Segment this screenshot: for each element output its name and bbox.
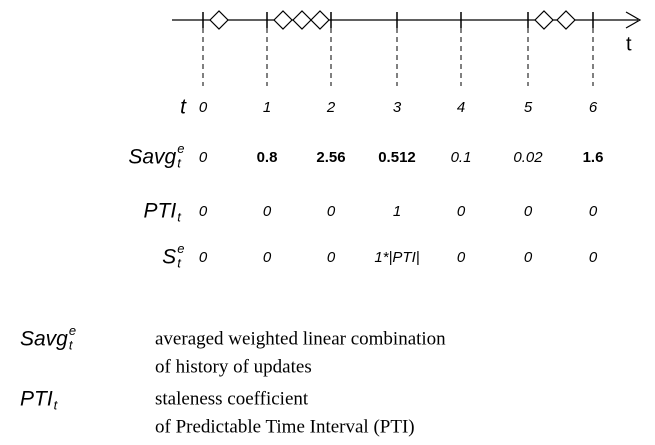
- table-cell: 1*|PTI|: [374, 249, 419, 266]
- table-cell: 0: [524, 203, 533, 220]
- table-cell: 1: [263, 99, 271, 116]
- table-cell: 0: [199, 99, 208, 116]
- label-sup: e: [177, 141, 184, 156]
- table-cell: 0: [524, 249, 533, 266]
- legend-description: of history of updates: [155, 356, 312, 377]
- label-sup: e: [69, 323, 76, 338]
- table-cell: 2: [326, 99, 336, 116]
- label-base: Savg: [20, 328, 68, 351]
- table-cell: 1: [393, 203, 401, 220]
- table-cell: 6: [589, 99, 598, 116]
- label-sup: e: [177, 241, 184, 256]
- table-cell: 0: [199, 203, 208, 220]
- legend-description: staleness coefficient: [155, 388, 309, 409]
- table-cell: 0: [327, 249, 336, 266]
- table-cell: 2.56: [316, 149, 345, 166]
- update-diamond: [292, 10, 312, 30]
- table-cell: 0: [327, 203, 336, 220]
- table-cell: 0.1: [451, 149, 472, 166]
- label-base: Savg: [128, 146, 176, 169]
- table-cell: 3: [393, 99, 402, 116]
- table-cell: 5: [524, 99, 533, 116]
- table-cell: 0: [199, 149, 208, 166]
- table-cell: 0: [457, 203, 466, 220]
- table-cell: 1.6: [583, 149, 604, 166]
- table-cell: 0: [263, 203, 272, 220]
- table-cell: 0: [263, 249, 272, 266]
- table-cell: 0.8: [257, 149, 278, 166]
- label-sub: t: [177, 210, 182, 225]
- label-sub: t: [69, 338, 74, 353]
- timeline-axis-label: t: [626, 33, 632, 55]
- label-sub: t: [177, 156, 182, 171]
- update-diamond: [556, 10, 576, 30]
- table-cell: 4: [457, 99, 465, 116]
- timeline-arrow: [625, 11, 642, 29]
- label-base: t: [180, 96, 187, 119]
- label-sub: t: [177, 256, 182, 271]
- update-diamond: [273, 10, 293, 30]
- update-diamond: [534, 10, 554, 30]
- table-cell: 0: [589, 249, 598, 266]
- legend-description: averaged weighted linear combination: [155, 328, 446, 349]
- update-diamond: [209, 10, 229, 30]
- legend-description: of Predictable Time Interval (PTI): [155, 416, 415, 437]
- label-sub: t: [54, 398, 59, 413]
- table-cell: 0.512: [378, 149, 416, 166]
- table-cell: 0: [199, 249, 208, 266]
- table-cell: 0.02: [513, 149, 543, 166]
- label-base: PTI: [20, 388, 53, 411]
- label-base: PTI: [144, 200, 177, 223]
- table-cell: 0: [589, 203, 598, 220]
- label-base: S: [162, 246, 176, 269]
- table-cell: 0: [457, 249, 466, 266]
- update-diamond: [310, 10, 330, 30]
